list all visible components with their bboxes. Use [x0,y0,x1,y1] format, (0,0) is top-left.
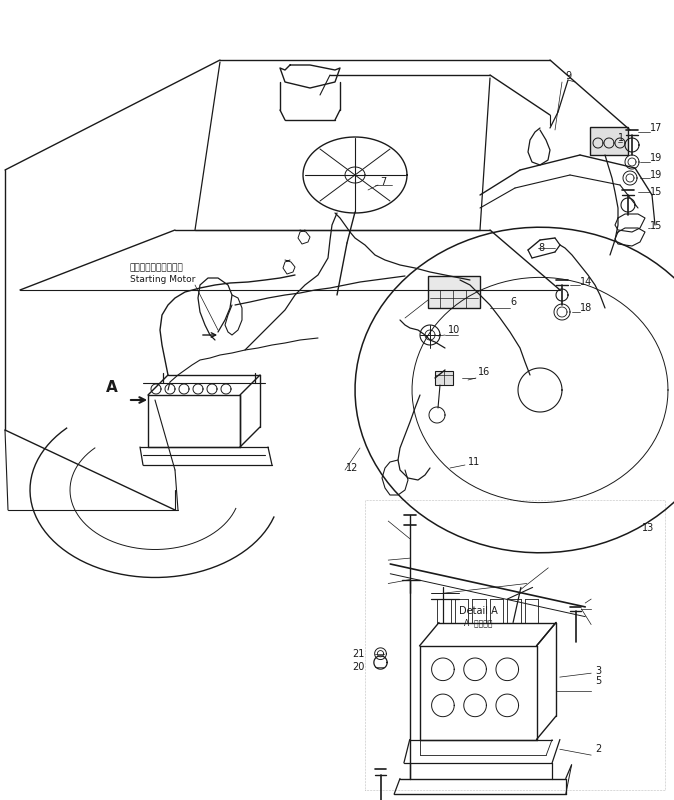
Text: 8: 8 [538,243,544,253]
Text: 20: 20 [353,662,365,672]
Text: 6: 6 [510,297,516,307]
Text: 1: 1 [618,133,624,143]
Text: 15: 15 [650,187,663,197]
Text: 7: 7 [380,177,386,187]
Text: Detail A: Detail A [458,606,497,616]
Text: 9: 9 [565,71,571,81]
Text: 19: 19 [650,170,663,180]
Text: 3: 3 [595,666,601,676]
Text: 14: 14 [580,277,592,287]
Text: A: A [106,381,118,395]
Text: 12: 12 [346,463,359,473]
Bar [590,127,628,155]
Text: 10: 10 [448,325,460,335]
Bar [428,276,480,308]
Text: 13: 13 [642,523,654,533]
Bar [435,371,453,385]
Bar [365,500,665,790]
Text: 15: 15 [650,221,663,231]
Text: スターティングモータ: スターティングモータ [130,263,184,273]
Text: 11: 11 [468,457,481,467]
Text: 19: 19 [650,153,663,163]
Text: 16: 16 [478,367,490,377]
Text: 2: 2 [595,744,601,754]
Text: 5: 5 [595,676,601,686]
Text: 18: 18 [580,303,592,313]
Text: A  スケール: A スケール [464,618,492,627]
Text: Starting Motor: Starting Motor [130,275,195,285]
Text: 17: 17 [650,123,663,133]
Text: 21: 21 [353,649,365,658]
